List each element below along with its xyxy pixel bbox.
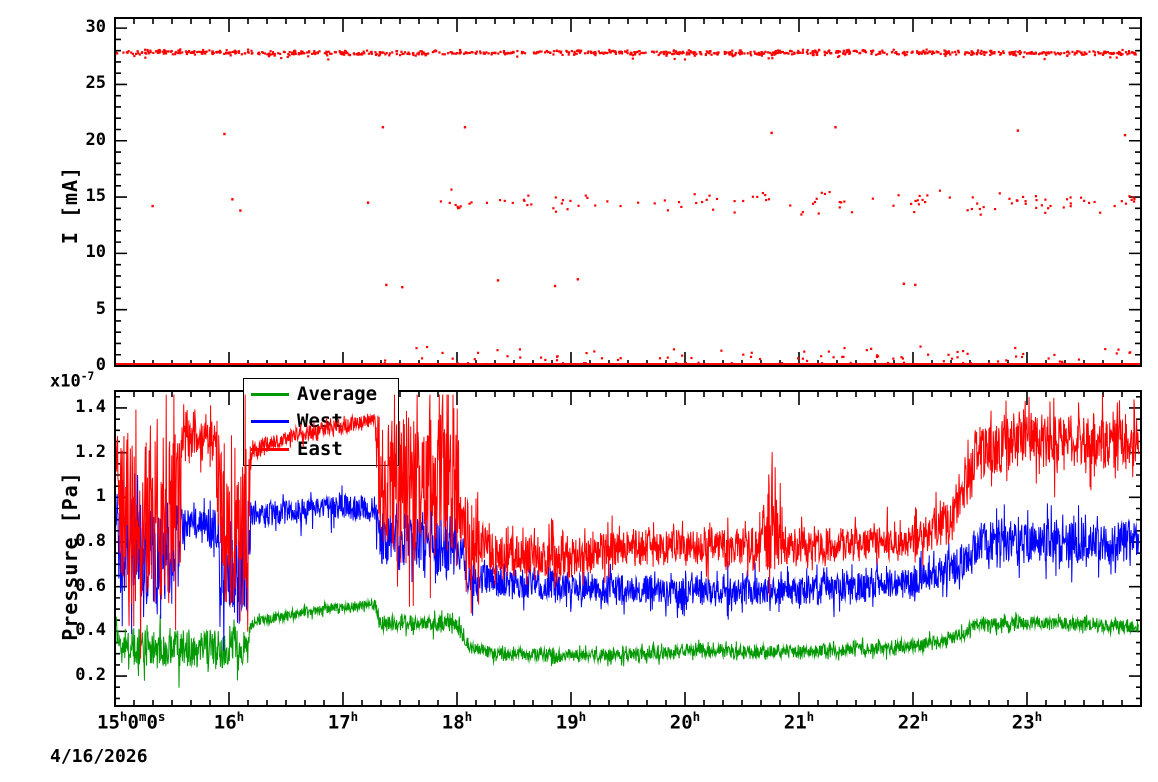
legend-entry-west: West xyxy=(244,412,398,431)
legend-box: Average West East xyxy=(243,378,399,466)
y-tick-label-current: 25 xyxy=(85,73,106,94)
legend-label-west: West xyxy=(297,410,343,433)
legend-line-sample-east xyxy=(251,447,289,451)
legend-label-east: East xyxy=(297,437,343,460)
y-tick-label-pressure: 0.6 xyxy=(75,575,106,596)
legend-label-average: Average xyxy=(297,383,378,406)
y-tick-label-pressure: 1.4 xyxy=(75,396,106,417)
y-tick-label-pressure: 0.2 xyxy=(75,665,106,686)
y-tick-label-pressure: 1 xyxy=(95,486,106,507)
y-tick-label-current: 0 xyxy=(95,355,106,375)
x-tick-label: 23h xyxy=(1011,709,1043,734)
y-tick-label-pressure: 0.8 xyxy=(75,531,106,552)
y-tick-label-current: 20 xyxy=(85,129,106,150)
date-label: 4/16/2026 xyxy=(50,746,148,767)
y-tick-label-current: 10 xyxy=(85,242,106,263)
legend-line-sample-average xyxy=(251,393,289,397)
y-tick-label-current: 30 xyxy=(85,17,106,38)
y-tick-label-current: 5 xyxy=(95,298,106,319)
legend-entry-average: Average xyxy=(244,385,398,404)
legend-line-sample-west xyxy=(251,420,289,424)
y-tick-label-current: 15 xyxy=(85,186,106,207)
y-tick-label-pressure: 1.2 xyxy=(75,441,106,462)
y-tick-label-pressure: 0.4 xyxy=(75,620,106,641)
legend-entry-east: East xyxy=(244,437,398,460)
